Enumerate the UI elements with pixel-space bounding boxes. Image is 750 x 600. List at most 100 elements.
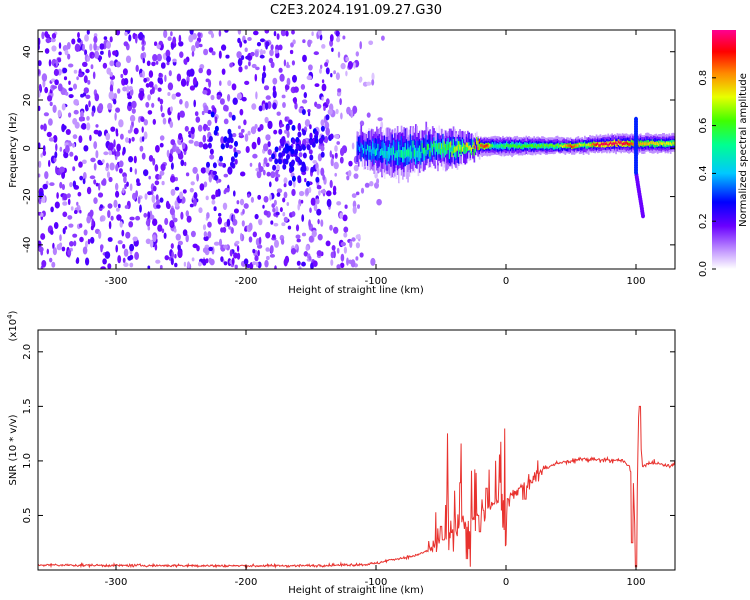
spectrogram-noise-cell — [191, 45, 196, 52]
spectrogram-noise-cell — [269, 193, 272, 201]
spectrogram-noise-cell — [117, 255, 122, 264]
spectrogram-noise-cell — [67, 53, 71, 60]
spectrogram-noise-cell — [296, 260, 301, 266]
spectrogram-noise-cell — [74, 210, 78, 214]
spectrogram-noise-cell — [349, 240, 353, 248]
spectrogram-signal-cell — [420, 140, 422, 154]
spectrogram-signal-cell — [659, 141, 662, 145]
spectrogram-noise-cell — [79, 223, 83, 228]
spectrogram-noise-cell — [203, 48, 209, 56]
spectrogram-noise-cell — [283, 258, 288, 267]
spectrogram-noise-cell — [125, 231, 131, 239]
colorbar: 0.0 0.2 0.4 0.6 0.8 Normalized spectral ampl… — [698, 30, 749, 277]
spectrogram-signal-cell — [556, 143, 559, 146]
spectrogram-noise-cell — [212, 162, 217, 169]
spectrogram-signal-cell — [526, 144, 529, 148]
spectrogram-noise-cell — [276, 111, 281, 116]
spectrogram-signal-cell — [658, 143, 660, 147]
spectrogram-noise-cell — [68, 80, 71, 86]
spectrogram-noise-cell — [118, 160, 124, 168]
spectrogram-signal-cell — [356, 146, 359, 162]
spectrogram-signal-cell — [359, 146, 361, 152]
spectrogram-noise-cell — [241, 96, 247, 102]
spectrogram-noise-cell — [256, 169, 262, 179]
spectrogram-noise-cell — [261, 75, 265, 85]
spectrogram-noise-cell — [293, 180, 296, 188]
spectrogram-noise-cell — [152, 54, 158, 62]
spectrogram-noise-cell — [256, 42, 262, 47]
spectrogram-x-tick-label: -100 — [365, 276, 388, 287]
spectrogram-noise-cell — [295, 136, 300, 143]
spectrogram-noise-cell — [207, 221, 212, 228]
spectrogram-signal-cell — [382, 150, 385, 158]
spectrogram-noise-cell — [308, 219, 311, 228]
spectrogram-signal-cell — [366, 144, 369, 151]
spectrogram-noise-cell — [297, 203, 301, 211]
spectrogram-noise-cell — [48, 118, 53, 126]
spectrogram-noise-cell — [79, 175, 84, 181]
spectrogram-signal-cell — [594, 143, 597, 147]
spectrogram-noise-cell — [115, 150, 121, 157]
spectrogram-noise-cell — [280, 30, 286, 37]
spectrogram-noise-cell — [82, 246, 88, 255]
spectrogram-noise-cell — [233, 151, 238, 158]
spectrogram-noise-cell — [210, 111, 215, 118]
spectrogram-noise-cell — [244, 80, 250, 85]
spectrogram-signal-cell — [625, 141, 628, 145]
spectrogram-noise-cell — [340, 112, 343, 120]
spectrogram-signal-cell — [650, 141, 652, 144]
spectrogram-signal-cell — [448, 147, 451, 159]
spectrogram-signal-cell — [571, 145, 573, 148]
spectrogram-signal-cell — [476, 136, 478, 144]
spectrogram-noise-cell — [90, 236, 95, 244]
spectrogram-signal-cell — [503, 144, 506, 148]
colorbar-tick-label: 0.0 — [698, 261, 709, 277]
spectrogram-noise-cell — [103, 151, 109, 156]
spectrogram-noise-cell — [258, 166, 264, 173]
spectrogram-noise-cell — [194, 111, 199, 117]
colorbar-swatch — [712, 30, 736, 269]
spectrogram-signal-cell — [595, 143, 598, 146]
spectrogram-signal-cell — [629, 142, 632, 146]
spectrogram-signal-cell — [646, 142, 649, 146]
spectrogram-noise-cell — [241, 128, 245, 133]
spectrogram-signal-cell — [491, 144, 494, 148]
spectrogram-noise-cell — [69, 151, 74, 157]
spectrogram-noise-cell — [364, 182, 370, 188]
spectrogram-noise-cell — [333, 226, 339, 234]
spectrogram-noise-cell — [259, 48, 264, 57]
spectrogram-noise-cell — [231, 114, 236, 121]
spectrogram-signal-cell — [422, 148, 425, 161]
spectrogram-noise-cell — [63, 151, 69, 159]
spectrogram-noise-cell — [269, 181, 272, 188]
snr-y-axis-label: SNR (10 * v/v) — [8, 414, 19, 485]
spectrogram-signal-cell — [473, 140, 476, 153]
spectrogram-noise-cell — [229, 249, 233, 257]
spectrogram-noise-cell — [346, 257, 349, 266]
spectrogram-signal-cell — [376, 148, 378, 155]
spectrogram-noise-cell — [38, 173, 41, 178]
spectrogram-signal-cell — [441, 146, 443, 159]
spectrogram-noise-cell — [56, 192, 59, 199]
spectrogram-noise-cell — [148, 81, 154, 88]
spectrogram-noise-cell — [72, 118, 78, 125]
spectrogram-noise-cell — [193, 99, 196, 108]
spectrogram-noise-cell — [295, 224, 300, 232]
spectrogram-signal-cell — [469, 145, 472, 150]
spectrogram-signal-cell — [476, 140, 478, 152]
spectrogram-noise-cell — [160, 163, 166, 171]
spectrogram-signal-cell — [412, 144, 415, 159]
spectrogram-noise-cell — [93, 179, 97, 185]
spectrogram-noise-cell — [49, 257, 53, 263]
spectrogram-noise-cell — [50, 206, 54, 213]
spectrogram-noise-cell — [195, 116, 201, 123]
spectrogram-noise-cell — [100, 266, 106, 269]
spectrogram-noise-cell — [160, 104, 163, 112]
spectrogram-noise-cell — [310, 166, 315, 173]
spectrogram-noise-cell — [331, 47, 334, 52]
spectrogram-signal-cell — [446, 141, 448, 153]
spectrogram-noise-cell — [297, 122, 302, 132]
spectrogram-noise-cell — [78, 161, 83, 168]
spectrogram-noise-cell — [143, 169, 149, 177]
spectrogram-noise-cell — [263, 143, 269, 152]
